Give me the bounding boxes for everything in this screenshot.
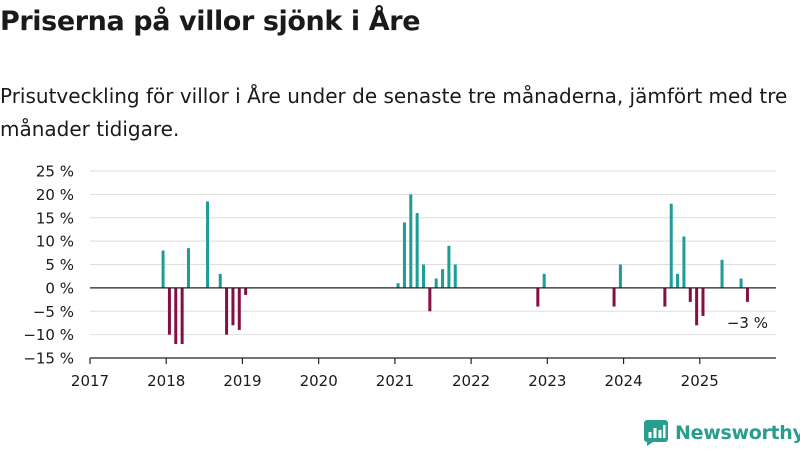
chart-title: Priserna på villor sjönk i Åre xyxy=(0,6,421,37)
bar xyxy=(225,287,229,335)
y-tick-label: 25 % xyxy=(36,163,74,181)
bar xyxy=(447,245,451,288)
bar xyxy=(206,201,210,288)
y-tick-label: 15 % xyxy=(36,209,74,227)
bar xyxy=(167,287,171,335)
x-tick-label: 2019 xyxy=(223,372,261,390)
bar xyxy=(186,248,190,288)
x-axis: 2017 2018 2019 2020 2021 2022 2023 2024 2025 xyxy=(71,287,776,390)
annotation: −3 % xyxy=(727,314,768,332)
x-tick-label: 2021 xyxy=(376,372,414,390)
bar xyxy=(409,194,413,288)
bar xyxy=(174,287,178,344)
bar xyxy=(663,287,667,307)
bar xyxy=(231,287,235,326)
bar xyxy=(453,264,457,288)
y-tick-label: 10 % xyxy=(36,233,74,251)
annotation-label: −3 % xyxy=(727,314,768,332)
y-tick-label: 5 % xyxy=(45,256,74,274)
bar xyxy=(701,287,705,316)
x-tick-label: 2022 xyxy=(452,372,490,390)
bar xyxy=(739,278,743,288)
bar xyxy=(695,287,699,326)
x-tick-label: 2024 xyxy=(604,372,642,390)
y-axis-labels: −15 % −10 % −5 % 0 % 5 % 10 % 15 % 20 % 25 % xyxy=(23,163,74,368)
chart-subtitle: Prisutveckling för villor i Åre under de… xyxy=(0,84,788,141)
bar xyxy=(422,264,425,288)
bar xyxy=(618,264,622,288)
bar xyxy=(676,273,680,288)
bar xyxy=(415,213,419,288)
bar xyxy=(428,287,432,312)
bar xyxy=(720,259,724,288)
bar xyxy=(180,287,184,344)
newsworthy-logo: Newsworthy xyxy=(644,419,800,447)
bar xyxy=(542,273,546,288)
bar xyxy=(536,287,540,307)
bar xyxy=(218,273,222,288)
bar-chart-bubble-icon xyxy=(644,420,668,446)
bar xyxy=(612,287,616,307)
bars xyxy=(161,194,749,344)
x-tick-label: 2023 xyxy=(528,372,566,390)
bar xyxy=(237,287,241,330)
bar xyxy=(441,269,445,288)
y-tick-label: −15 % xyxy=(23,350,74,368)
y-tick-label: 20 % xyxy=(36,186,74,204)
x-tick-label: 2025 xyxy=(681,372,719,390)
bar xyxy=(402,222,406,288)
y-tick-label: −5 % xyxy=(33,303,74,321)
bar xyxy=(161,250,165,288)
y-tick-label: −10 % xyxy=(23,326,74,344)
bar xyxy=(396,283,400,288)
bar xyxy=(745,287,749,302)
bar xyxy=(682,236,686,288)
bar xyxy=(434,278,438,288)
y-tick-label: 0 % xyxy=(45,279,74,297)
x-tick-label: 2020 xyxy=(300,372,338,390)
brand-name: Newsworthy xyxy=(675,422,800,444)
bar xyxy=(244,287,248,295)
bar xyxy=(688,287,692,302)
x-tick-label: 2018 xyxy=(147,372,185,390)
bar xyxy=(669,203,673,288)
x-tick-label: 2017 xyxy=(71,372,109,390)
gridlines xyxy=(90,170,776,359)
